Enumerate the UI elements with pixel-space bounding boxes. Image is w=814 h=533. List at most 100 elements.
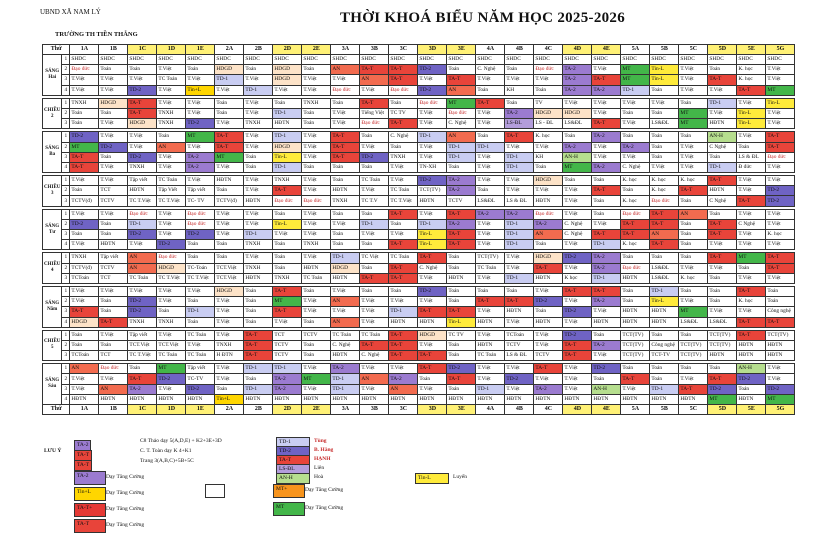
lesson: Toán — [475, 131, 506, 143]
lesson: T.Việt — [127, 239, 158, 251]
lesson: AN — [69, 363, 100, 375]
lesson: T.Việt — [243, 252, 274, 264]
session-label: CHIỀU 2 — [41, 97, 63, 130]
lesson: K. học — [736, 64, 767, 76]
extra-text: Dạy Tăng Cường — [305, 487, 344, 493]
lesson: T.Việt — [562, 262, 593, 274]
lesson: T.Việt — [98, 161, 129, 174]
lesson: T.Việt — [388, 175, 419, 187]
class-header: 4D — [562, 44, 593, 55]
class-header: 3A — [330, 404, 361, 415]
lesson: HĐTN — [272, 393, 303, 406]
lesson: Toán — [446, 161, 477, 174]
lesson: T.Việt — [214, 316, 245, 328]
lesson: T.Việt — [707, 84, 738, 96]
lesson: Toán — [359, 161, 390, 174]
lesson: TCToán — [69, 350, 100, 362]
lesson: SHDC — [736, 53, 767, 66]
lesson: Toán — [243, 316, 274, 328]
class-header: 2D — [272, 404, 303, 415]
lesson: T.Việt — [620, 118, 651, 130]
lesson: HDGD — [533, 175, 564, 187]
lesson: TC Việt — [359, 252, 390, 264]
lesson: SHDC — [707, 53, 738, 66]
lesson: TCT — [98, 185, 129, 197]
lesson: Toán — [446, 285, 477, 298]
lesson: Toán — [678, 228, 709, 241]
lesson: Toán — [649, 373, 680, 385]
lesson: TA-T — [765, 131, 796, 143]
period-number: 2 — [61, 262, 71, 274]
lesson: TA-2 — [591, 131, 622, 143]
lesson: T.Việt — [475, 239, 506, 251]
lesson: TA-T — [359, 97, 390, 109]
lesson: C. Nghệ — [446, 118, 477, 130]
lesson: T.Việt — [127, 141, 158, 153]
lesson: T.Việt — [127, 74, 158, 86]
lesson: SHDC — [359, 53, 390, 66]
lesson: TD-1 — [504, 228, 535, 241]
lesson: T.Việt — [765, 218, 796, 231]
period-row: CHIỀU 4 1 TNXH Tập viết AN Đạo đức Toán Toán T.V… — [41, 252, 796, 284]
class-header: 4B — [504, 404, 535, 415]
lesson: HĐTN — [504, 306, 535, 318]
lesson: TA-T — [388, 350, 419, 362]
lesson: T.Việt — [185, 285, 216, 298]
lesson: Đạo đức — [359, 118, 390, 130]
lesson: TD-1 — [243, 84, 274, 96]
lesson: T.Việt — [736, 185, 767, 197]
period-row: 4 TA-T T.Việt TNXH T.Việt TA-2 T.Việt Toán TD-1 T… — [43, 161, 796, 174]
lesson: T.Việt — [678, 161, 709, 174]
lesson: HĐTN — [243, 393, 274, 406]
lesson: TC-TV — [185, 373, 216, 385]
lesson: T.Việt — [678, 373, 709, 385]
lesson: TD-2 — [562, 252, 593, 264]
lesson: TCT.Việt — [127, 339, 158, 352]
lesson: TA-T — [388, 239, 419, 251]
lesson: Tin+L — [185, 84, 216, 96]
lesson: T.Việt — [243, 97, 274, 109]
lesson: TD-2 — [736, 373, 767, 385]
lesson: Toán — [562, 131, 593, 143]
lesson: SHDC — [475, 53, 506, 66]
lesson: T.Việt — [562, 195, 593, 207]
lesson: HĐTN — [562, 393, 593, 406]
lesson: TD-1 — [504, 161, 535, 174]
lesson: TNXH — [127, 161, 158, 174]
lesson: TCTV(đ) — [69, 195, 100, 207]
lesson: T.Việt — [301, 208, 332, 220]
lesson: Toán — [475, 185, 506, 197]
lesson: Toán — [707, 363, 738, 375]
lesson: Tiếng Việt — [359, 107, 390, 120]
lesson: T.Việt — [301, 363, 332, 375]
lesson: Đạo đức — [301, 195, 332, 207]
lesson: TA-T — [765, 262, 796, 274]
lesson: TA-2 — [127, 383, 158, 395]
lesson: T.Việt — [388, 228, 419, 241]
lesson: TA-2 — [272, 373, 303, 385]
class-header: 1C — [127, 44, 158, 55]
period-row: SÁNG Hai 1 SHDC SHDC SHDC SHDC SHDC SHDC SHDC SHD… — [41, 53, 796, 96]
lesson: T.Việt — [533, 373, 564, 385]
lesson: T.Việt — [736, 228, 767, 241]
lesson: T.Việt — [417, 272, 448, 284]
lesson: T.Việt — [620, 151, 651, 163]
lesson: T.Việt — [475, 74, 506, 86]
period-row: 3 T.Việt T.Việt T.Việt TC Toán T.Việt TD-1 T.Vi… — [43, 74, 796, 86]
lesson: Toán — [736, 141, 767, 153]
lesson: Toán — [446, 383, 477, 395]
lesson: Toán — [272, 97, 303, 109]
lesson: Toán — [243, 161, 274, 174]
lesson: HĐTN — [417, 393, 448, 406]
lesson: SHDC — [243, 53, 274, 66]
lesson: TD-2 — [417, 64, 448, 76]
lesson: T.Việt — [678, 64, 709, 76]
period-row: 3 TA-T Toán TD-2 T.Việt TA-2 MT Toán Tin-L T.Việt… — [43, 151, 796, 163]
lesson: Toán — [591, 175, 622, 187]
lesson: T.Việt — [359, 316, 390, 328]
period-number: 3 — [61, 74, 71, 86]
lesson: TCT — [98, 272, 129, 284]
lesson: Toán — [446, 339, 477, 352]
lesson: AN — [649, 228, 680, 241]
lesson: T.Việt — [185, 141, 216, 153]
